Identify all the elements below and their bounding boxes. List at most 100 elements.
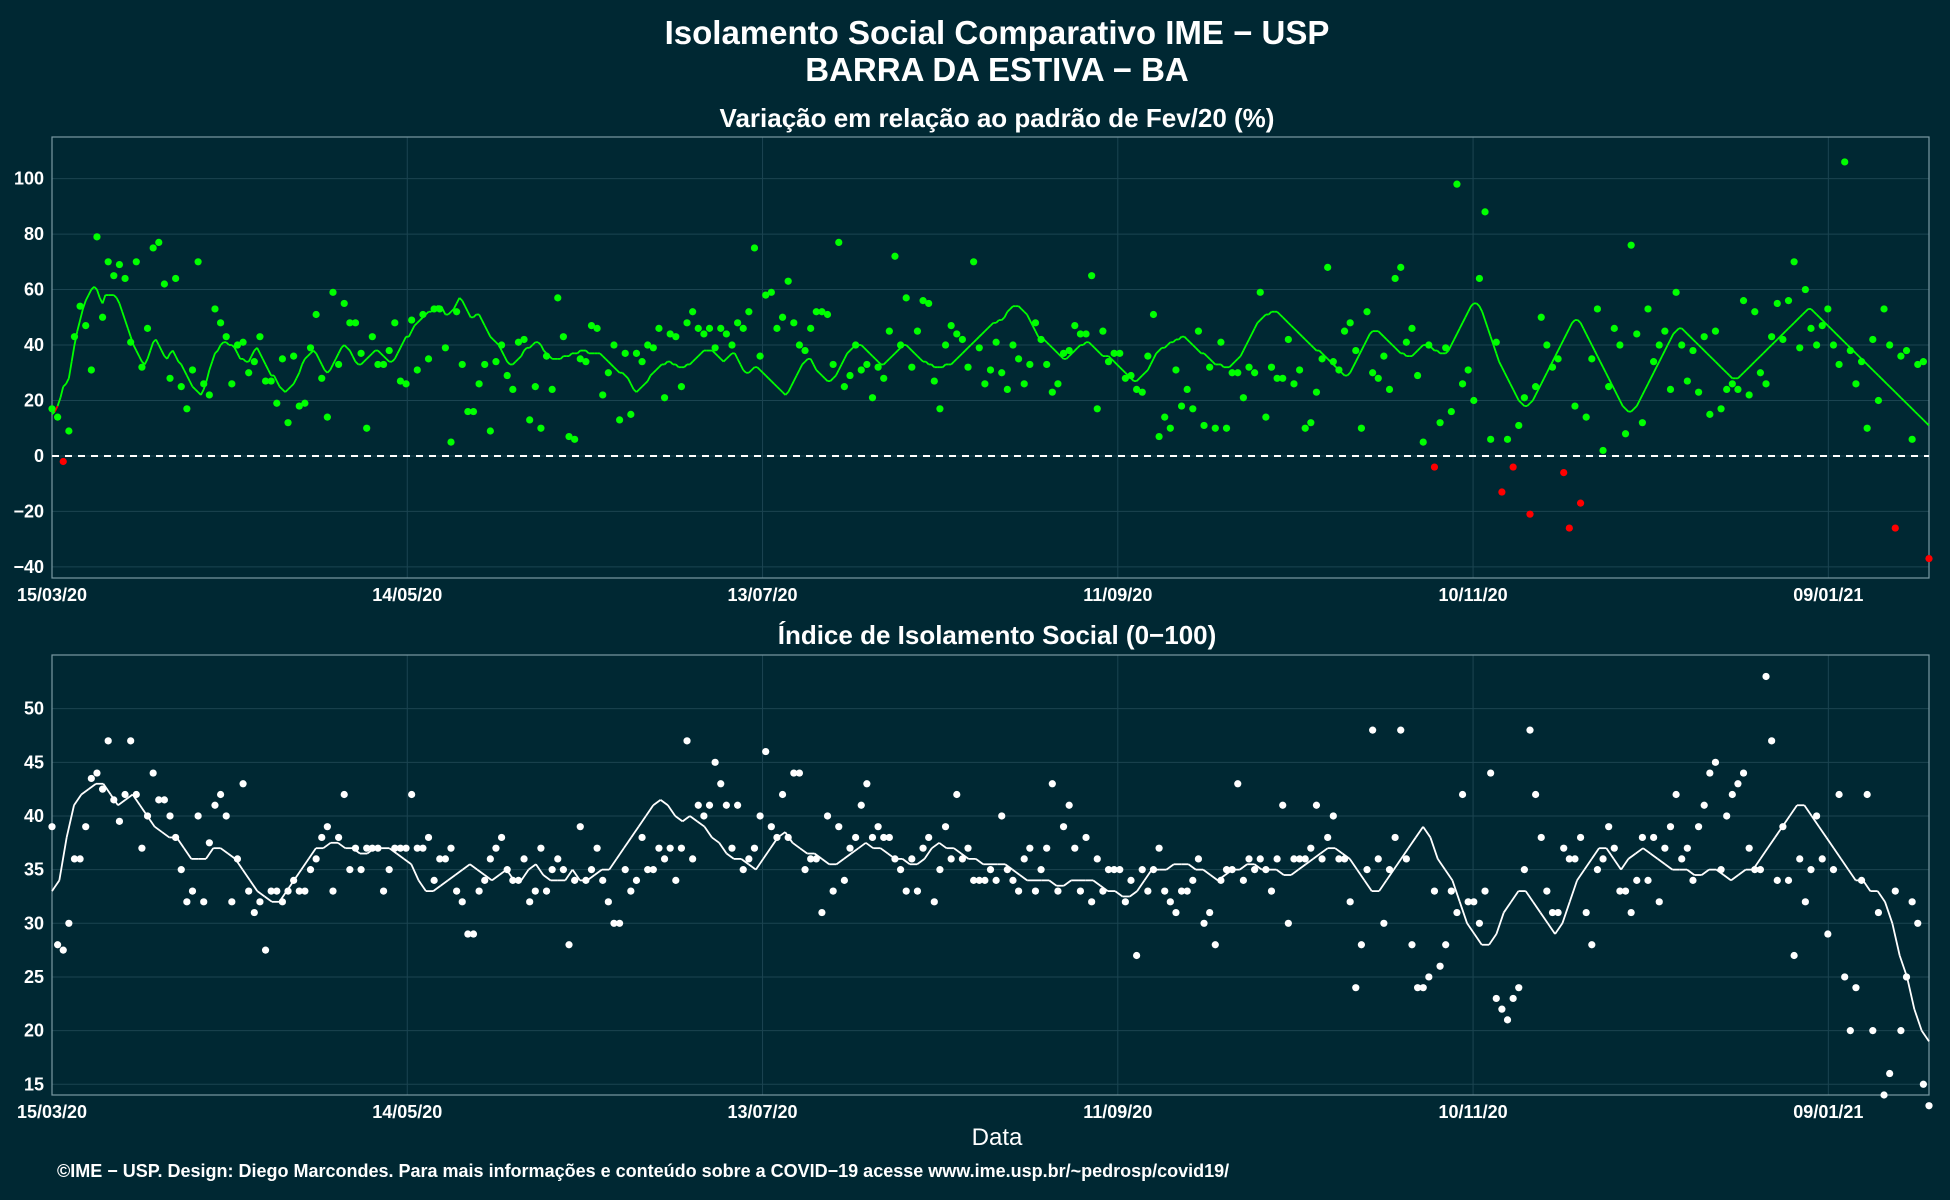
data-point: [1689, 876, 1697, 884]
data-point: [975, 876, 983, 884]
data-point: [1526, 510, 1534, 518]
smoothed-line-segment: [1194, 347, 1200, 352]
data-point: [98, 313, 107, 321]
data-point: [717, 780, 725, 788]
smoothed-line-segment: [1197, 349, 1202, 354]
data-point: [868, 394, 877, 402]
data-point: [1295, 366, 1304, 374]
smoothed-line-segment: [1539, 912, 1549, 924]
smoothed-line-segment: [80, 788, 90, 796]
data-point: [1857, 876, 1866, 884]
smoothed-line-segment: [500, 350, 506, 357]
smoothed-line-segment: [568, 352, 573, 357]
data-point: [604, 369, 612, 377]
smoothed-line-segment: [1689, 336, 1694, 341]
smoothed-line-segment: [1818, 316, 1823, 321]
data-point: [256, 898, 264, 906]
data-point: [908, 363, 916, 371]
smoothed-line-segment: [652, 369, 657, 374]
smoothed-line-segment: [1141, 372, 1146, 377]
smoothed-line-segment: [93, 286, 98, 291]
smoothed-line-segment: [1616, 394, 1621, 401]
smoothed-line-segment: [748, 369, 753, 374]
data-point: [638, 358, 646, 366]
data-point: [868, 833, 877, 842]
data-point: [104, 737, 112, 745]
smoothed-line-segment: [717, 355, 722, 360]
smoothed-line-segment: [67, 361, 73, 379]
panel1-title: Variação em relação ao padrão de Fev/20 …: [720, 103, 1275, 133]
smoothed-line-segment: [535, 863, 544, 876]
smoothed-line-segment: [630, 383, 635, 390]
data-point: [1548, 363, 1557, 371]
smoothed-line-segment: [916, 858, 926, 865]
chart-title-line2: BARRA DA ESTIVA − BA: [805, 51, 1189, 88]
data-point: [790, 319, 798, 327]
data-point: [1177, 887, 1186, 895]
smoothed-line-segment: [1788, 804, 1798, 817]
data-point: [1813, 341, 1821, 349]
data-point: [216, 790, 225, 799]
smoothed-line-segment: [1394, 347, 1399, 352]
data-point: [1211, 941, 1219, 949]
smoothed-line-segment: [1192, 344, 1197, 349]
smoothed-line-segment: [1065, 355, 1070, 360]
smoothed-line-segment: [627, 377, 632, 385]
data-point: [1576, 499, 1585, 507]
data-point: [1790, 951, 1798, 960]
smoothed-line-segment: [1239, 350, 1245, 357]
smoothed-line-segment: [1649, 852, 1659, 860]
smoothed-line-segment: [1369, 330, 1374, 335]
smoothed-line-segment: [1416, 347, 1422, 352]
smoothed-line-segment: [413, 322, 418, 327]
smoothed-line-segment: [615, 847, 625, 860]
smoothed-line-segment: [1917, 413, 1922, 418]
smoothed-line-segment: [689, 815, 698, 823]
smoothed-line-segment: [1099, 352, 1104, 357]
data-point: [728, 844, 736, 852]
data-point: [896, 866, 905, 874]
data-point: [250, 358, 258, 366]
smoothed-line-segment: [1524, 890, 1534, 903]
data-point: [1369, 369, 1377, 377]
smoothed-line-segment: [720, 358, 725, 363]
data-point: [1801, 285, 1809, 294]
data-point: [1228, 866, 1236, 874]
data-point: [1908, 435, 1916, 443]
smoothed-line-segment: [1790, 322, 1795, 327]
smoothed-line-segment: [1830, 327, 1835, 332]
smoothed-line-segment: [1158, 347, 1163, 352]
data-point: [132, 790, 140, 799]
smoothed-line-segment: [1422, 826, 1432, 838]
smoothed-line-segment: [1697, 344, 1703, 349]
smoothed-line-segment: [1091, 344, 1096, 349]
smoothed-line-segment: [919, 358, 924, 363]
data-point: [284, 887, 292, 895]
data-point: [1470, 898, 1478, 906]
smoothed-line-segment: [624, 374, 629, 379]
data-point: [1666, 823, 1675, 831]
data-point: [391, 319, 399, 327]
data-point: [1380, 352, 1388, 360]
data-point: [829, 887, 837, 895]
data-point: [1571, 402, 1579, 410]
data-point: [902, 294, 910, 302]
smoothed-line-segment: [284, 388, 289, 393]
data-point: [1284, 335, 1292, 344]
data-point: [1144, 887, 1152, 895]
smoothed-line-segment: [322, 842, 332, 849]
data-point: [874, 363, 882, 371]
data-point: [1043, 360, 1051, 369]
smoothed-line-segment: [1821, 319, 1826, 324]
data-point: [1751, 866, 1759, 874]
data-point: [447, 844, 455, 852]
data-point: [998, 369, 1006, 377]
smoothed-line-segment: [1554, 922, 1564, 935]
data-point: [1498, 488, 1506, 496]
smoothed-line-segment: [1815, 313, 1821, 318]
smoothed-line-segment: [138, 355, 143, 363]
data-point: [1054, 380, 1062, 388]
smoothed-line-segment: [1138, 374, 1143, 379]
smoothed-line-segment: [832, 374, 837, 379]
data-point: [1509, 994, 1517, 1003]
